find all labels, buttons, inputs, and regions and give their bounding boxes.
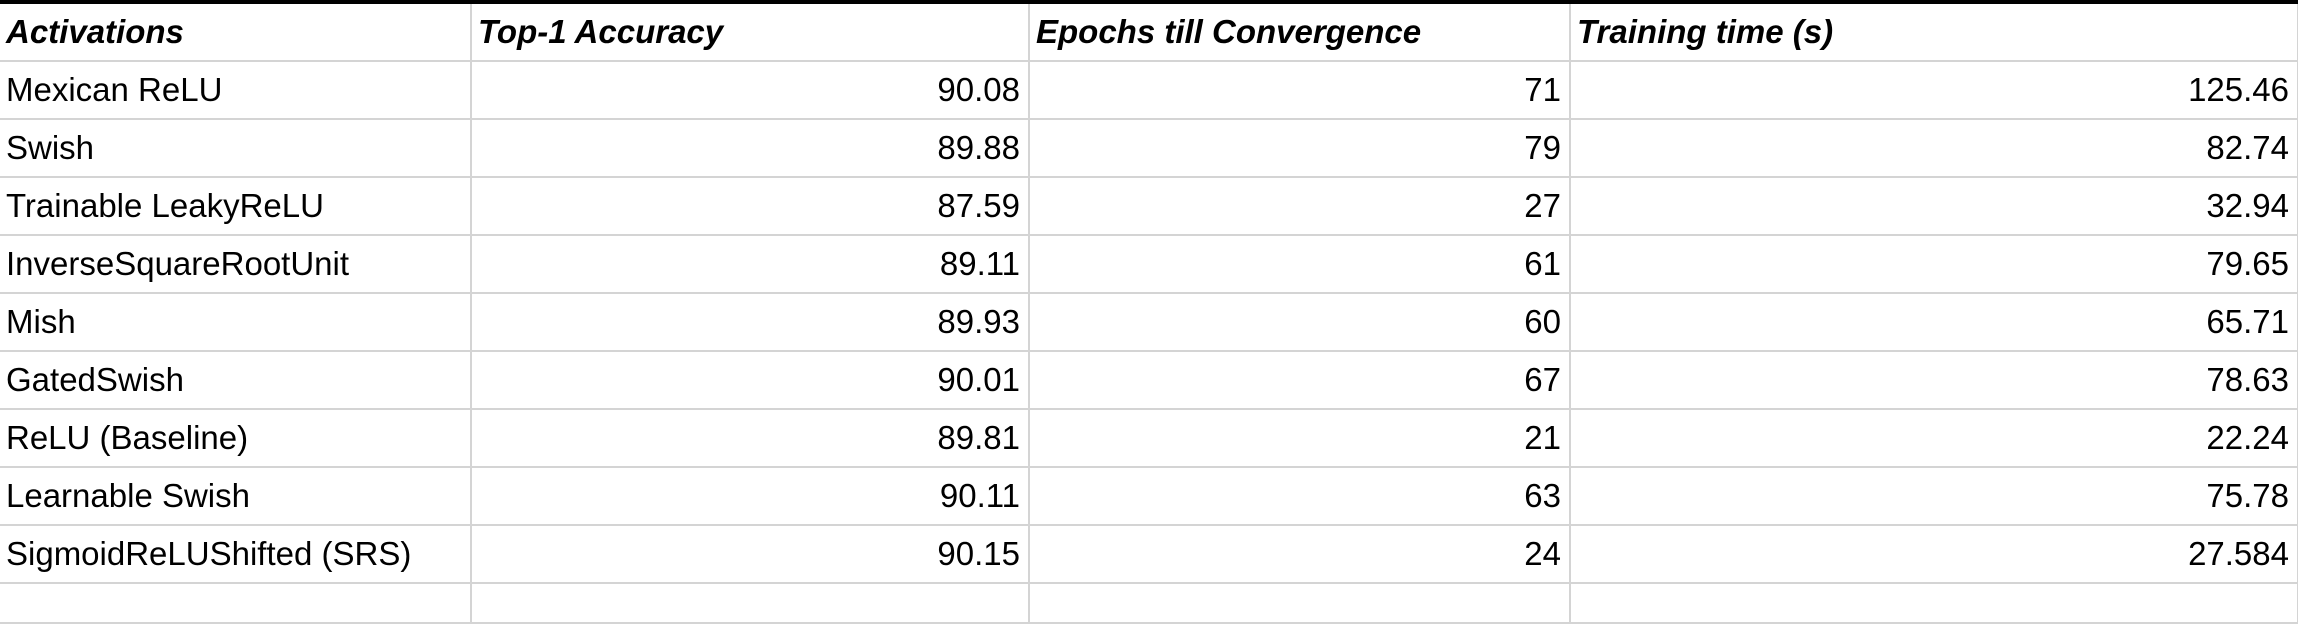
cell-activation[interactable]: Trainable LeakyReLU — [0, 177, 472, 236]
empty-cell[interactable] — [1029, 583, 1571, 624]
cell-training-time[interactable]: 27.584 — [1570, 525, 2298, 584]
cell-epochs[interactable]: 63 — [1029, 467, 1571, 526]
top-border — [0, 0, 2298, 4]
cell-activation[interactable]: GatedSwish — [0, 351, 472, 410]
cell-accuracy[interactable]: 90.11 — [471, 467, 1030, 526]
cell-activation[interactable]: Mish — [0, 293, 472, 352]
cell-activation[interactable]: Swish — [0, 119, 472, 178]
cell-activation[interactable]: Mexican ReLU — [0, 61, 472, 120]
cell-epochs[interactable]: 24 — [1029, 525, 1571, 584]
cell-activation[interactable]: SigmoidReLUShifted (SRS) — [0, 525, 472, 584]
table-row: Mexican ReLU 90.08 71 125.46 — [0, 61, 2298, 120]
cell-accuracy[interactable]: 87.59 — [471, 177, 1030, 236]
table-row: ReLU (Baseline) 89.81 21 22.24 — [0, 409, 2298, 468]
cell-training-time[interactable]: 78.63 — [1570, 351, 2298, 410]
cell-accuracy[interactable]: 90.15 — [471, 525, 1030, 584]
cell-accuracy[interactable]: 90.01 — [471, 351, 1030, 410]
header-epochs[interactable]: Epochs till Convergence — [1029, 4, 1571, 62]
table-row: Trainable LeakyReLU 87.59 27 32.94 — [0, 177, 2298, 236]
empty-cell[interactable] — [0, 583, 472, 624]
cell-epochs[interactable]: 79 — [1029, 119, 1571, 178]
empty-cell[interactable] — [471, 583, 1030, 624]
cell-accuracy[interactable]: 89.93 — [471, 293, 1030, 352]
header-top1-accuracy[interactable]: Top-1 Accuracy — [471, 4, 1030, 62]
cell-accuracy[interactable]: 90.08 — [471, 61, 1030, 120]
cell-training-time[interactable]: 79.65 — [1570, 235, 2298, 294]
header-training-time[interactable]: Training time (s) — [1570, 4, 2298, 62]
results-table: Activations Top-1 Accuracy Epochs till C… — [0, 4, 2298, 624]
empty-row — [0, 583, 2298, 624]
cell-accuracy[interactable]: 89.11 — [471, 235, 1030, 294]
cell-epochs[interactable]: 61 — [1029, 235, 1571, 294]
table-row: GatedSwish 90.01 67 78.63 — [0, 351, 2298, 410]
cell-training-time[interactable]: 82.74 — [1570, 119, 2298, 178]
cell-activation[interactable]: InverseSquareRootUnit — [0, 235, 472, 294]
cell-epochs[interactable]: 60 — [1029, 293, 1571, 352]
table-row: Mish 89.93 60 65.71 — [0, 293, 2298, 352]
cell-accuracy[interactable]: 89.88 — [471, 119, 1030, 178]
cell-accuracy[interactable]: 89.81 — [471, 409, 1030, 468]
table-row: SigmoidReLUShifted (SRS) 90.15 24 27.584 — [0, 525, 2298, 584]
cell-activation[interactable]: ReLU (Baseline) — [0, 409, 472, 468]
cell-training-time[interactable]: 22.24 — [1570, 409, 2298, 468]
header-activations[interactable]: Activations — [0, 4, 472, 62]
cell-training-time[interactable]: 65.71 — [1570, 293, 2298, 352]
cell-training-time[interactable]: 32.94 — [1570, 177, 2298, 236]
cell-activation[interactable]: Learnable Swish — [0, 467, 472, 526]
table-row: InverseSquareRootUnit 89.11 61 79.65 — [0, 235, 2298, 294]
cell-epochs[interactable]: 71 — [1029, 61, 1571, 120]
table-row: Learnable Swish 90.11 63 75.78 — [0, 467, 2298, 526]
empty-cell[interactable] — [1570, 583, 2298, 624]
cell-epochs[interactable]: 21 — [1029, 409, 1571, 468]
cell-training-time[interactable]: 75.78 — [1570, 467, 2298, 526]
cell-training-time[interactable]: 125.46 — [1570, 61, 2298, 120]
cell-epochs[interactable]: 27 — [1029, 177, 1571, 236]
table-row: Swish 89.88 79 82.74 — [0, 119, 2298, 178]
header-row: Activations Top-1 Accuracy Epochs till C… — [0, 4, 2298, 62]
cell-epochs[interactable]: 67 — [1029, 351, 1571, 410]
